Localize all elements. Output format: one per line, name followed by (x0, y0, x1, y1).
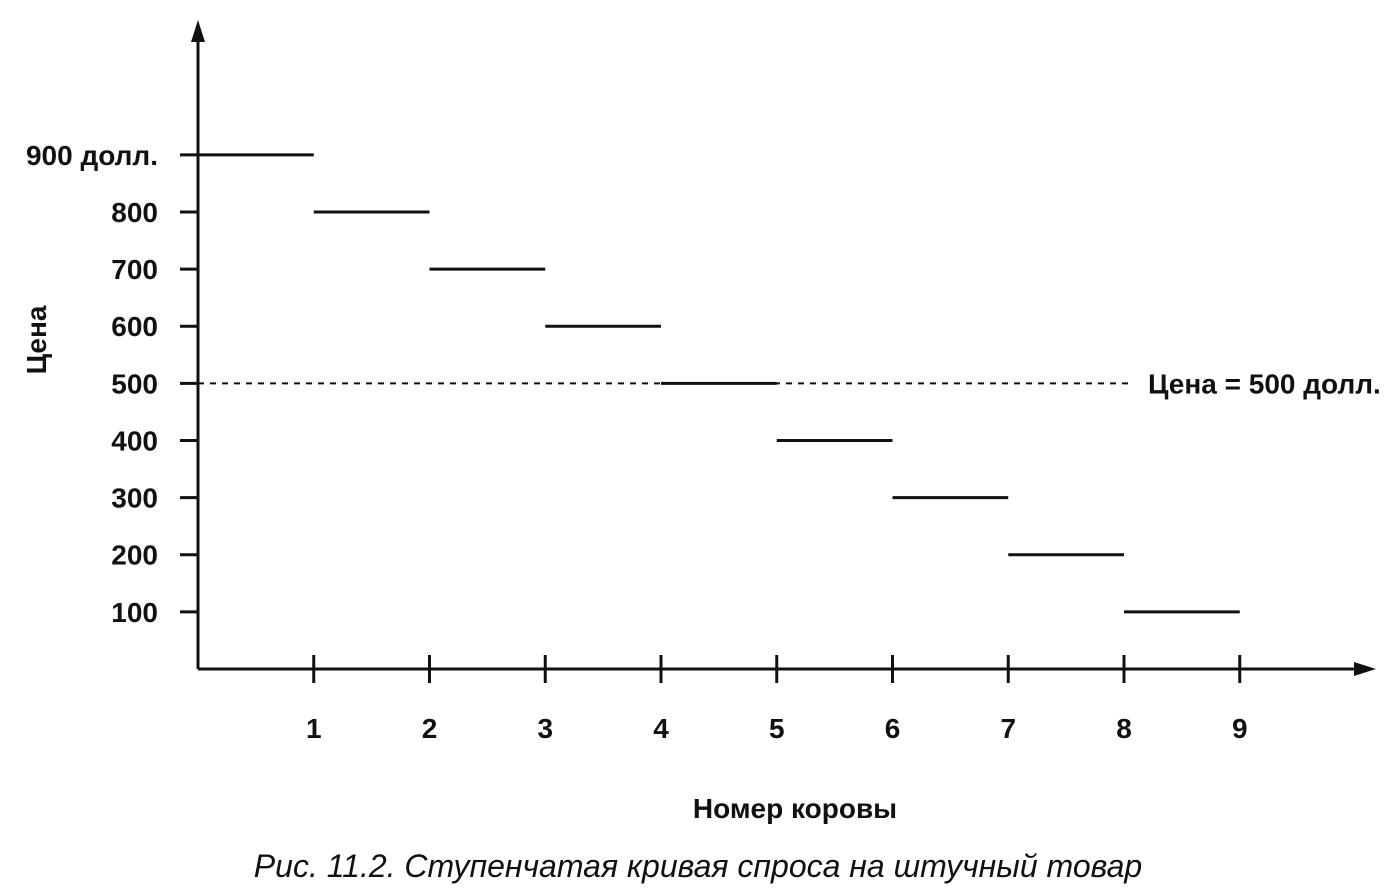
y-axis-title: Цена (21, 305, 52, 374)
x-tick-label: 2 (422, 713, 438, 744)
x-axis-title: Номер коровы (693, 793, 897, 824)
figure-caption: Рис. 11.2. Ступенчатая кривая спроса на … (253, 848, 1143, 884)
y-tick-label: 500 (111, 368, 158, 399)
y-tick-label: 900 долл. (26, 140, 158, 171)
reference-line-label: Цена = 500 долл. (1148, 368, 1381, 399)
y-tick-label: 800 (111, 197, 158, 228)
x-axis-arrow (1354, 662, 1376, 676)
y-tick-label: 200 (111, 540, 158, 571)
x-tick-label: 9 (1232, 713, 1248, 744)
x-tick-label: 5 (769, 713, 785, 744)
x-tick-label: 8 (1116, 713, 1132, 744)
y-tick-label: 700 (111, 254, 158, 285)
y-ticks: 900 долл. 800 700 600 500 400 300 200 100 (26, 140, 198, 628)
y-tick-label: 100 (111, 597, 158, 628)
y-axis-arrow (191, 20, 205, 42)
step-series (198, 153, 1240, 614)
x-ticks: 1 2 3 4 5 6 7 8 9 (306, 655, 1248, 744)
x-tick-label: 7 (1000, 713, 1016, 744)
x-tick-label: 1 (306, 713, 322, 744)
y-tick-label: 400 (111, 425, 158, 456)
x-tick-label: 4 (653, 713, 669, 744)
y-tick-label: 600 (111, 311, 158, 342)
x-tick-label: 3 (537, 713, 553, 744)
axes (191, 20, 1376, 676)
x-tick-label: 6 (885, 713, 901, 744)
y-tick-label: 300 (111, 483, 158, 514)
